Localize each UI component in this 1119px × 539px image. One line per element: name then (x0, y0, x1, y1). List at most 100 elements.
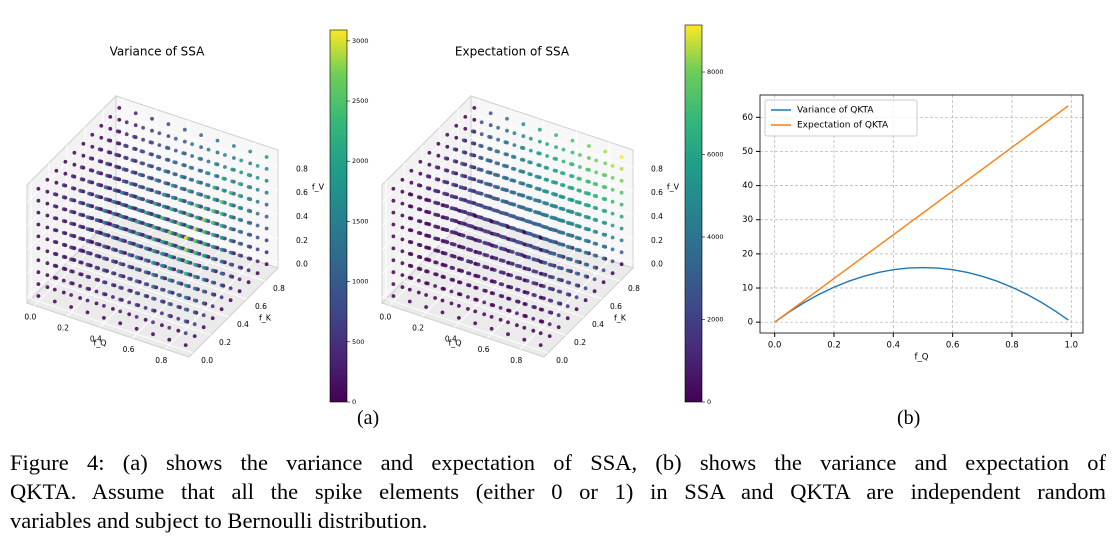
point (192, 274, 197, 279)
point (482, 240, 487, 245)
point (570, 150, 575, 155)
colorbar-tick-label: 2000 (707, 316, 724, 324)
point (219, 295, 224, 300)
point (54, 168, 59, 173)
point (143, 234, 148, 239)
point (118, 214, 123, 218)
point (69, 233, 73, 238)
point (127, 217, 132, 221)
point (160, 311, 164, 316)
point (440, 262, 445, 267)
point (565, 244, 570, 249)
point (192, 250, 197, 255)
point (214, 174, 218, 178)
point (466, 223, 470, 228)
point (400, 213, 405, 218)
point (515, 323, 519, 328)
point (416, 207, 421, 212)
grid-line (48, 280, 212, 336)
point (79, 165, 84, 170)
point (176, 221, 181, 226)
point (145, 187, 150, 192)
point (433, 200, 437, 205)
point (592, 241, 597, 246)
colorbar-tick-label: 8000 (707, 68, 724, 76)
point (78, 236, 82, 241)
point (457, 268, 461, 273)
point (228, 286, 233, 291)
point (127, 312, 132, 317)
point (52, 251, 57, 256)
grid-line (470, 184, 634, 240)
point (232, 156, 236, 160)
point (449, 230, 454, 234)
point (128, 181, 133, 186)
x-tick-label: 0.0 (24, 312, 36, 321)
point (188, 165, 193, 170)
point (182, 127, 187, 132)
point (99, 123, 104, 128)
x-tick-label: 0.6 (478, 345, 490, 354)
point (196, 192, 200, 196)
point (167, 337, 172, 342)
point (482, 312, 487, 317)
point (132, 146, 137, 151)
colorbar-tick-label: 6000 (707, 151, 724, 159)
point (466, 295, 470, 299)
y-tick-label: 0.8 (628, 284, 640, 293)
colorbar-tick-label: 4000 (707, 233, 724, 241)
point (461, 150, 466, 155)
point (474, 202, 479, 207)
point (52, 216, 57, 221)
point (506, 332, 510, 337)
point (61, 266, 66, 271)
point (515, 299, 519, 304)
point (127, 252, 132, 257)
point (424, 269, 428, 274)
point (123, 143, 127, 148)
point (248, 149, 253, 154)
point (134, 255, 139, 260)
x-tick-label: 0.2 (57, 323, 69, 332)
point (506, 237, 510, 241)
point (472, 106, 477, 110)
point (111, 295, 115, 299)
point (531, 233, 536, 238)
point (469, 164, 473, 169)
grid-line (381, 184, 472, 275)
point (427, 162, 432, 167)
point (127, 276, 132, 281)
point (492, 184, 497, 189)
y-tick-label: 0.0 (201, 356, 213, 365)
point (61, 254, 66, 259)
point (433, 272, 437, 276)
point (214, 162, 218, 166)
point (88, 156, 93, 161)
point (176, 245, 181, 250)
point (69, 257, 73, 262)
point (556, 313, 561, 318)
point (94, 194, 99, 199)
point (433, 212, 437, 217)
y-tick-label: 0.0 (556, 356, 568, 365)
point (134, 267, 139, 272)
point (445, 132, 450, 137)
y-axis-label: f_K (259, 314, 272, 323)
point (176, 257, 181, 262)
point (161, 192, 166, 197)
point (567, 185, 572, 190)
point (201, 265, 206, 270)
point (452, 147, 457, 152)
point (230, 167, 235, 172)
point (594, 170, 599, 175)
point (176, 233, 181, 238)
x-axis-label: f_Q (448, 339, 461, 348)
point (457, 244, 461, 249)
point (561, 147, 566, 152)
point (179, 174, 184, 179)
point (69, 221, 73, 226)
point (391, 270, 396, 275)
point (97, 159, 102, 164)
point (551, 180, 555, 184)
point (203, 206, 208, 211)
